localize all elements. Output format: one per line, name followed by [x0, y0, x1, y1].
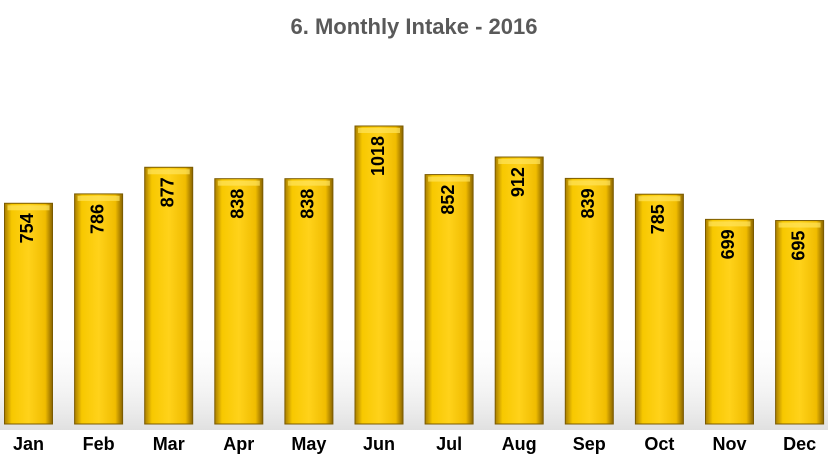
bar-cap	[428, 176, 471, 182]
bar	[354, 125, 404, 425]
bar-cap	[147, 169, 190, 175]
bar-cap	[217, 180, 260, 186]
bar-cap	[778, 222, 821, 228]
x-tick-label: Jan	[13, 434, 44, 454]
x-tick-label: Oct	[644, 434, 674, 454]
bar	[214, 178, 264, 425]
x-tick-label: Dec	[783, 434, 816, 454]
bar	[705, 218, 754, 425]
bar	[284, 178, 334, 425]
value-label: 1018	[368, 136, 388, 176]
value-label: 852	[438, 185, 458, 215]
value-label: 912	[508, 167, 528, 197]
x-tick-label: May	[291, 434, 326, 454]
bar	[564, 177, 614, 425]
bar	[494, 156, 544, 425]
value-label: 838	[298, 189, 318, 219]
bar-cap	[77, 195, 120, 201]
value-label: 838	[228, 189, 248, 219]
value-label: 786	[87, 204, 107, 234]
x-tick-label: Jul	[436, 434, 462, 454]
bar	[144, 166, 194, 425]
value-label: 754	[17, 213, 37, 243]
value-label: 877	[157, 177, 177, 207]
value-label: 785	[648, 204, 668, 234]
bar-cap	[708, 221, 751, 227]
x-tick-label: Mar	[153, 434, 185, 454]
value-label: 699	[718, 229, 738, 259]
x-tick-label: Sep	[573, 434, 606, 454]
floor-shadow	[0, 330, 828, 430]
chart-title: 6. Monthly Intake - 2016	[291, 14, 538, 39]
x-tick-label: Jun	[363, 434, 395, 454]
bar-cap	[7, 205, 50, 211]
bar-cap	[498, 159, 541, 165]
bar	[74, 193, 124, 425]
value-label: 695	[788, 231, 808, 261]
bar	[4, 202, 53, 425]
bar-cap	[568, 180, 611, 186]
bar-cap	[287, 180, 330, 186]
x-tick-label: Nov	[712, 434, 746, 454]
x-tick-label: Feb	[83, 434, 115, 454]
x-tick-label: Apr	[223, 434, 254, 454]
bar	[634, 193, 684, 425]
bar	[775, 220, 825, 425]
bar-cap	[638, 196, 681, 202]
bar-cap	[358, 128, 400, 133]
value-label: 839	[578, 188, 598, 218]
x-tick-label: Aug	[502, 434, 537, 454]
bar	[424, 174, 474, 425]
